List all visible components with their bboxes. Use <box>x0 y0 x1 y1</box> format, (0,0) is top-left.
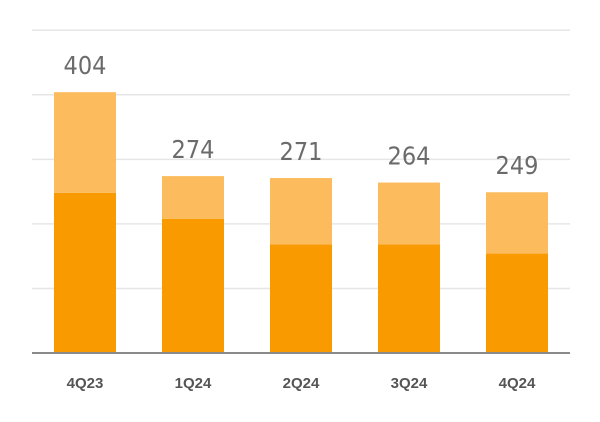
bars <box>54 92 548 353</box>
bar-segment-upper <box>486 192 548 254</box>
x-tick-label: 4Q23 <box>67 375 104 392</box>
bar-segment-lower <box>378 244 440 353</box>
bar-total-label: 249 <box>496 151 539 180</box>
bar-total-label: 274 <box>172 135 215 164</box>
bar-segment-lower <box>54 192 116 353</box>
x-tick-label: 4Q24 <box>499 375 536 392</box>
bar-segment-upper <box>378 182 440 245</box>
bar-segment-upper <box>54 92 116 193</box>
bar-segment-lower <box>486 253 548 353</box>
data-labels: 404 274 271 264 249 <box>64 51 539 180</box>
bar-segment-lower <box>270 244 332 353</box>
bar-segment-upper <box>162 176 224 219</box>
bar-segment-upper <box>270 178 332 245</box>
x-tick-label: 1Q24 <box>175 375 212 392</box>
x-axis: 4Q23 1Q24 2Q24 3Q24 4Q24 <box>32 352 570 392</box>
x-tick-label: 2Q24 <box>283 375 320 392</box>
bar-total-label: 271 <box>280 137 323 166</box>
bar-total-label: 404 <box>64 51 107 80</box>
bar-total-label: 264 <box>388 142 431 171</box>
x-tick-label: 3Q24 <box>391 375 428 392</box>
bar-segment-lower <box>162 218 224 353</box>
gridlines <box>32 29 570 290</box>
